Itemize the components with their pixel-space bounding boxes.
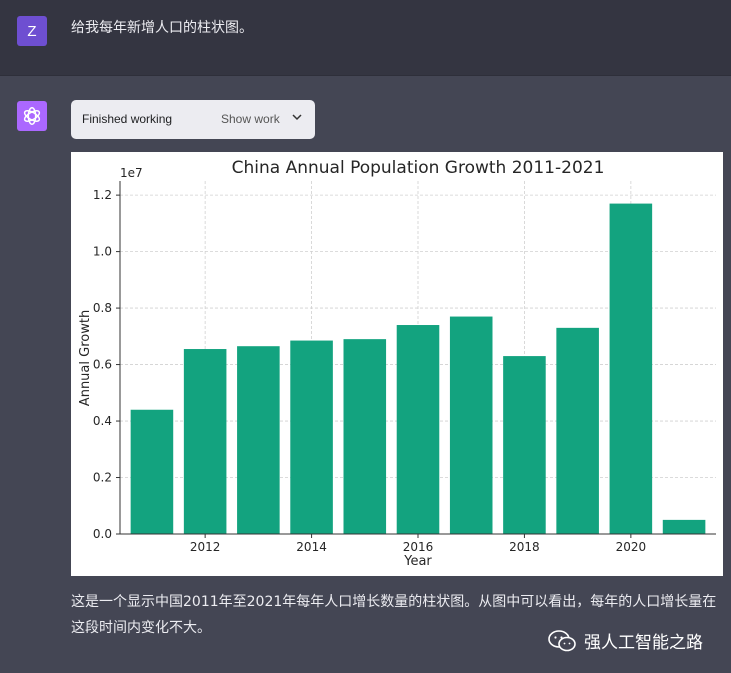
y-tick-label: 0.8 — [93, 301, 112, 315]
openai-logo-icon-svg — [23, 107, 41, 125]
assistant-message-row: Finished working Show work 0.0 0.2 0.4 0.6 0… — [0, 76, 731, 673]
bar-2017 — [449, 316, 493, 534]
y-tick-label: 1.0 — [93, 245, 112, 259]
chevron-down-icon[interactable] — [291, 111, 303, 123]
x-tick-label: 2014 — [296, 540, 327, 554]
user-avatar: Z — [17, 16, 47, 46]
watermark-label: 强人工智能之路 — [584, 633, 703, 653]
assistant-reply: 这是一个显示中国2011年至2021年每年人口增长数量的柱状图。从图中可以看出，… — [71, 594, 717, 636]
y-tick-label: 0.2 — [93, 471, 112, 485]
work-status-label: Finished working — [82, 112, 173, 126]
x-tick-label: 2012 — [190, 540, 221, 554]
bar-2016 — [396, 325, 440, 534]
x-axis-label: Year — [403, 554, 432, 569]
y-axis-label: Annual Growth — [78, 310, 93, 406]
y-tick-label: 0.0 — [93, 527, 112, 541]
bar-chart: 0.0 0.2 0.4 0.6 0.8 1.0 1.2 2012 2014 2016 2018 202… — [78, 158, 716, 569]
chart-image: 0.0 0.2 0.4 0.6 0.8 1.0 1.2 2012 2014 2016 2018 202… — [71, 152, 723, 576]
bar-2012 — [183, 349, 227, 534]
user-message-row: Z 给我每年新增人口的柱状图。 — [0, 0, 731, 76]
bar-2011 — [130, 409, 174, 534]
bar-2013 — [237, 346, 280, 534]
bar-2021 — [662, 519, 706, 534]
y-tick-label: 0.4 — [93, 414, 112, 428]
bar-2019 — [556, 327, 599, 534]
bar-2015 — [343, 339, 387, 534]
openai-logo-icon — [17, 101, 47, 131]
bar-2014 — [290, 340, 333, 534]
y-scale-label: 1e7 — [120, 166, 143, 180]
x-tick-label: 2016 — [403, 540, 434, 554]
y-tick-label: 1.2 — [93, 188, 112, 202]
show-work-label[interactable]: Show work — [221, 112, 280, 126]
x-tick-label: 2020 — [616, 540, 647, 554]
watermark: 强人工智能之路 — [548, 628, 703, 653]
y-tick-label: 0.6 — [93, 358, 112, 372]
x-tick-label: 2018 — [509, 540, 540, 554]
bar-2020 — [609, 203, 653, 535]
wechat-icon — [548, 629, 576, 651]
user-message: 给我每年新增人口的柱状图。 — [71, 20, 253, 36]
bar-2018 — [503, 356, 546, 534]
chart-title: China Annual Population Growth 2011-2021 — [232, 158, 605, 178]
show-work-toggle[interactable]: Finished working Show work — [71, 100, 315, 139]
